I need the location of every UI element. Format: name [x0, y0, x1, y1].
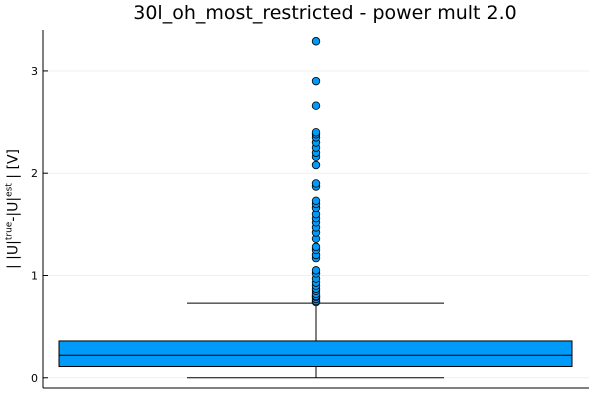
outlier-point — [311, 266, 321, 275]
axes: 0 1 2 3 — [31, 30, 589, 389]
y-tick-label: 1 — [31, 269, 38, 282]
outlier-point — [311, 76, 321, 86]
outlier-point — [311, 196, 321, 206]
outlier-point — [311, 160, 321, 170]
outlier-point — [311, 128, 321, 137]
outlier-point — [311, 37, 321, 46]
outlier-point — [311, 101, 321, 110]
box-group — [58, 302, 573, 379]
chart-title: 30l_oh_most_restricted - power mult 2.0 — [133, 2, 517, 24]
outlier-point — [311, 242, 321, 252]
y-tick-label: 0 — [31, 372, 38, 385]
y-tick-label: 2 — [31, 167, 38, 180]
outlier-points — [311, 37, 321, 307]
outlier-point — [311, 179, 321, 188]
y-tick-label: 3 — [31, 65, 38, 78]
iqr-box — [58, 340, 573, 368]
